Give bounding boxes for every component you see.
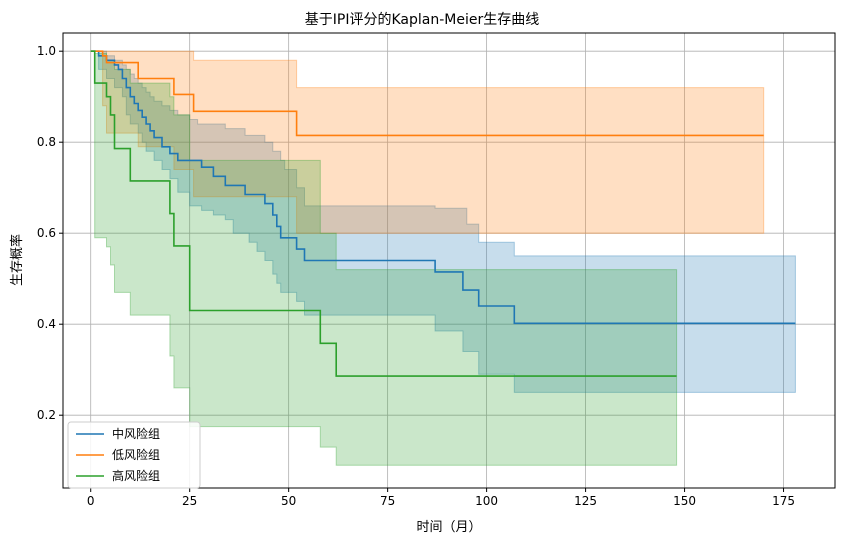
x-tick-label: 0 [87,494,95,508]
x-tick-label: 150 [673,494,696,508]
plot-frame [62,32,836,489]
x-tick-marks: 0 25 50 75 100 125 150 175 [87,488,795,508]
y-axis-label: 生存概率 [9,234,25,286]
legend-box [67,421,201,489]
ci-bands [90,50,796,466]
x-tick-label: 175 [772,494,795,508]
ci-band-series-1 [90,50,765,234]
y-tick-label: 0.2 [37,408,56,422]
y-tick-label: 0.8 [37,135,56,149]
y-tick-label: 0.6 [37,226,56,240]
survival-line-series-2 [90,50,677,377]
survival-curves [90,50,796,377]
x-tick-label: 125 [574,494,597,508]
legend-label: 低风险组 [112,447,160,462]
x-tick-label: 75 [380,494,395,508]
ci-band-series-2 [90,50,678,466]
x-tick-label: 50 [281,494,296,508]
legend-label: 中风险组 [112,426,160,441]
x-tick-label: 100 [475,494,498,508]
ci-band-series-0 [90,50,796,393]
survival-line-series-0 [90,50,796,325]
chart-title: 基于IPI评分的Kaplan-Meier生存曲线 [305,11,539,28]
legend-label: 高风险组 [112,468,160,483]
x-axis-label: 时间（月） [416,520,481,535]
y-tick-marks: 0.2 0.4 0.6 0.8 1.0 [37,44,63,422]
survival-line-series-1 [90,50,764,137]
y-tick-label: 0.4 [37,317,56,331]
y-tick-label: 1.0 [37,44,56,58]
x-tick-label: 25 [182,494,197,508]
